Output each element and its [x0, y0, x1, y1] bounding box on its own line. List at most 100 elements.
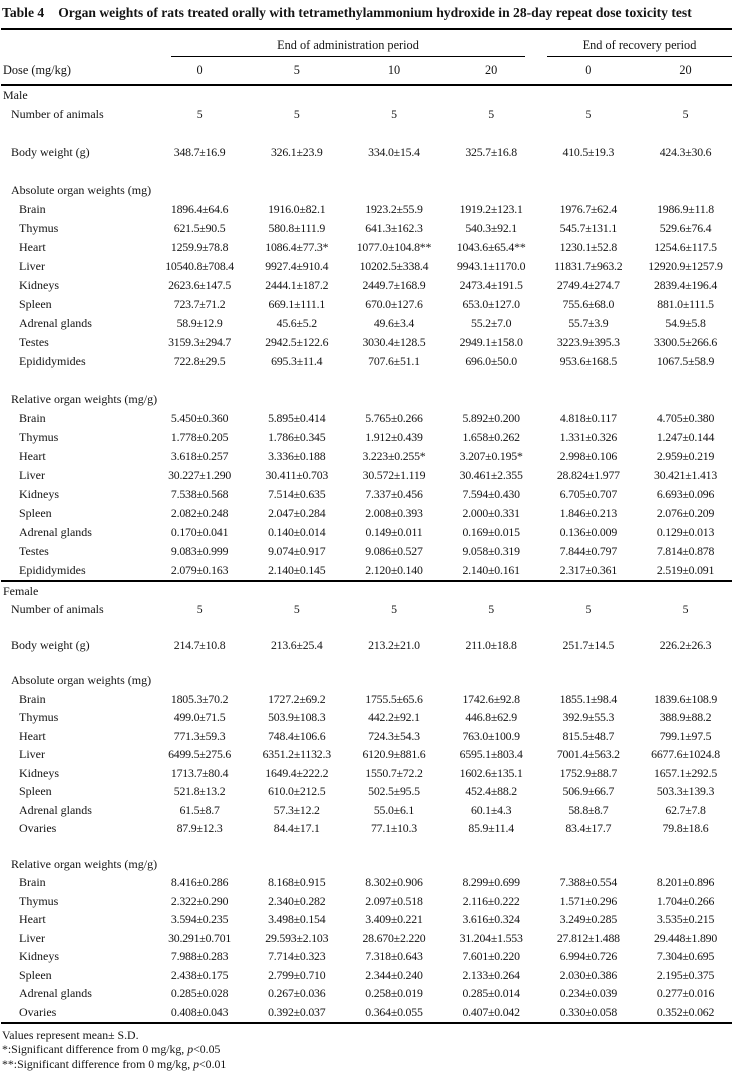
cell-value: 748.4±106.6 — [268, 728, 326, 743]
cell-value: 0.136±0.009 — [559, 525, 618, 539]
cell-value: 5 — [488, 602, 494, 617]
cell-value: 1755.5±65.6 — [365, 691, 423, 706]
dose-value: 20 — [679, 63, 692, 77]
row-label: Body weight (g) — [11, 637, 90, 652]
cell-value: 7001.4±563.2 — [556, 747, 620, 762]
table-row: Thymus 621.5±90.5 580.8±111.9 641.3±162.3 54… — [1, 219, 732, 238]
table-row: Heart 771.3±59.3 748.4±106.6 724.3±54.3 763.… — [1, 727, 732, 746]
table-row: Testes 9.083±0.999 9.074±0.917 9.086±0.527 9… — [1, 542, 732, 561]
table-row: Heart 1259.9±78.8 1086.4±77.3* 1077.0±104.8… — [1, 238, 732, 257]
row-label: Adrenal glands — [19, 525, 92, 539]
cell-value: 6.705±0.707 — [559, 487, 618, 501]
table-row: Spleen 2.082±0.248 2.047±0.284 2.008±0.393 2… — [1, 504, 732, 523]
cell-value: 410.5±19.3 — [562, 145, 615, 159]
cell-value: 9.058±0.319 — [462, 544, 520, 558]
cell-value: 695.3±11.4 — [271, 354, 323, 368]
table-row: Spleen 521.8±13.2 610.0±212.5 502.5±95.5 452… — [1, 783, 732, 802]
table-row: Number of animals 5 5 5 5 5 5 — [1, 105, 732, 124]
row-label: Ovaries — [19, 1004, 57, 1019]
cell-value: 9.074±0.917 — [268, 544, 326, 558]
cell-value: 3.616±0.324 — [462, 912, 520, 927]
cell-value: 0.352±0.062 — [656, 1004, 715, 1019]
cell-value: 30.227±1.290 — [168, 468, 232, 482]
cell-value: 0.169±0.015 — [462, 525, 520, 539]
cell-value: 10202.5±338.4 — [359, 259, 429, 273]
row-label: Kidneys — [19, 278, 59, 292]
table-row: Kidneys 7.538±0.568 7.514±0.635 7.337±0.456… — [1, 485, 732, 504]
cell-value: 4.705±0.380 — [656, 411, 715, 425]
cell-value: 446.8±62.9 — [465, 710, 517, 725]
table-row: Kidneys 7.988±0.283 7.714±0.323 7.318±0.643… — [1, 948, 732, 967]
row-label: Thymus — [19, 893, 59, 908]
cell-value: 1.658±0.262 — [462, 430, 520, 444]
cell-value: 7.988±0.283 — [170, 949, 229, 964]
row-label: Thymus — [19, 710, 59, 725]
row-label: Liver — [19, 747, 45, 762]
cell-value: 1550.7±72.2 — [365, 765, 423, 780]
row-label: Spleen — [19, 506, 52, 520]
cell-value: 7.714±0.323 — [268, 949, 326, 964]
cell-value: 1839.6±108.9 — [654, 691, 718, 706]
cell-value: 2.000±0.331 — [462, 506, 520, 520]
cell-value: 31.204±1.553 — [459, 930, 523, 945]
table-row: Adrenal glands 0.285±0.028 0.267±0.036 0.25… — [1, 985, 732, 1004]
cell-value: 2.079±0.163 — [170, 563, 229, 577]
cell-value: 0.170±0.041 — [170, 525, 229, 539]
cell-value: 503.3±139.3 — [656, 784, 715, 799]
table-number: Table 4 — [2, 5, 45, 20]
cell-value: 1713.7±80.4 — [170, 765, 229, 780]
cell-value: 3.207±0.195* — [459, 449, 523, 463]
row-label: Ovaries — [19, 821, 57, 836]
cell-value: 7.337±0.456 — [365, 487, 423, 501]
cell-value: 87.9±12.3 — [176, 821, 223, 836]
cell-value: 5 — [293, 107, 300, 121]
dose-value: 0 — [196, 63, 203, 77]
row-label: Liver — [19, 930, 45, 945]
cell-value: 763.0±100.9 — [462, 728, 520, 743]
cell-value: 213.6±25.4 — [270, 637, 323, 652]
cell-value: 621.5±90.5 — [173, 221, 226, 235]
cell-value: 1923.2±55.9 — [365, 202, 423, 216]
row-label: Liver — [19, 468, 45, 482]
cell-value: 1.778±0.205 — [170, 430, 229, 444]
cell-value: 2.140±0.145 — [268, 563, 326, 577]
section-male: Male Number of animals 5 5 5 5 5 5 Body weight (… — [1, 86, 732, 580]
cell-value: 0.277±0.016 — [656, 986, 715, 1001]
cell-value: 0.285±0.014 — [462, 986, 520, 1001]
dose-value: 10 — [387, 63, 401, 77]
cell-value: 1602.6±135.1 — [459, 765, 523, 780]
row-label: Kidneys — [19, 487, 59, 501]
cell-value: 724.3±54.3 — [368, 728, 420, 743]
cell-value: 3.535±0.215 — [656, 912, 715, 927]
cell-value: 2.322±0.290 — [170, 893, 229, 908]
cell-value: 2.519±0.091 — [656, 563, 715, 577]
row-label: Adrenal glands — [19, 802, 92, 817]
cell-value: 214.7±10.8 — [173, 637, 226, 652]
cell-value: 881.0±111.5 — [657, 297, 714, 311]
cell-value: 545.7±131.1 — [559, 221, 618, 235]
cell-value: 55.2±7.0 — [471, 316, 512, 330]
table-row: Brain 8.416±0.286 8.168±0.915 8.302±0.906 8.… — [1, 874, 732, 893]
cell-value: 1986.9±11.8 — [657, 202, 714, 216]
cell-value: 2.317±0.361 — [559, 563, 618, 577]
cell-value: 55.7±3.9 — [568, 316, 609, 330]
cell-value: 0.392±0.037 — [268, 1004, 326, 1019]
cell-value: 0.258±0.019 — [365, 986, 423, 1001]
cell-value: 1.571±0.296 — [559, 893, 618, 908]
footnote-mean-sd: Values represent mean± S.D. — [2, 1027, 139, 1042]
cell-value: 2.344±0.240 — [365, 967, 423, 982]
footnotes: Values represent mean± S.D. *:Significan… — [1, 1024, 732, 1072]
cell-value: 7.538±0.568 — [170, 487, 229, 501]
cell-value: 6.994±0.726 — [559, 949, 618, 964]
cell-value: 7.844±0.797 — [559, 544, 618, 558]
cell-value: 5 — [196, 602, 203, 617]
cell-value: 815.5±48.7 — [562, 728, 615, 743]
cell-value: 29.448±1.890 — [654, 930, 718, 945]
row-label: Kidneys — [19, 949, 59, 964]
cell-value: 3159.3±294.7 — [168, 335, 232, 349]
cell-value: 0.285±0.028 — [170, 986, 229, 1001]
cell-value: 2.340±0.282 — [268, 893, 326, 908]
rule-bottom — [1, 1021, 732, 1024]
cell-value: 1976.7±62.4 — [559, 202, 618, 216]
table-row: Liver 30.227±1.290 30.411±0.703 30.572±1.11… — [1, 466, 732, 485]
